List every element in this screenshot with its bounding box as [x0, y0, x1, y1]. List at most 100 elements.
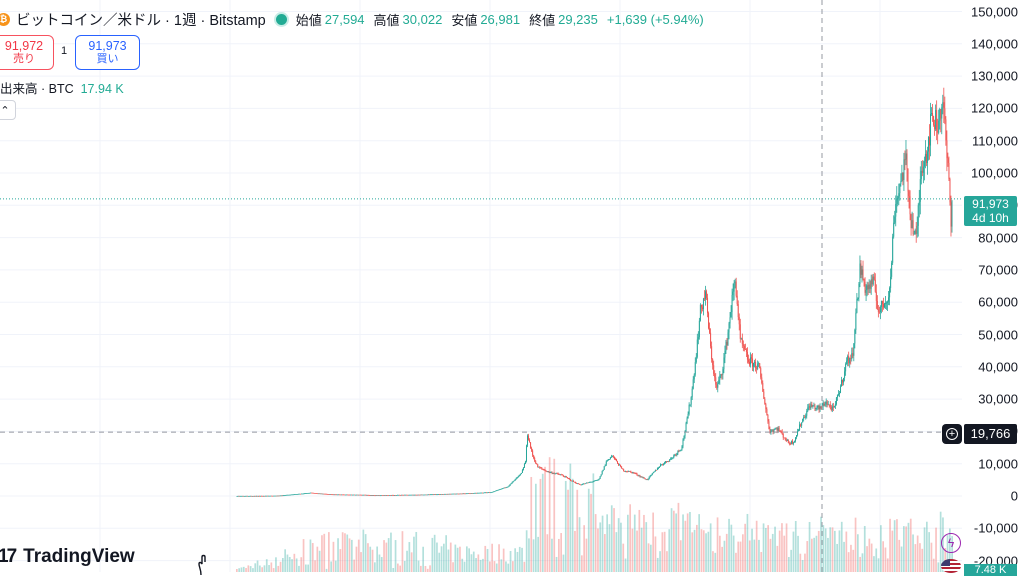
- candle-body: [879, 306, 881, 312]
- volume-bar: [601, 515, 604, 572]
- candle-body: [593, 481, 595, 482]
- candle-body: [703, 298, 705, 300]
- candle-body: [800, 424, 802, 426]
- volume-bar: [891, 530, 894, 572]
- tradingview-logo[interactable]: 17 TradingView: [0, 546, 135, 568]
- candle-body: [599, 476, 601, 479]
- candle-body: [767, 414, 769, 422]
- buy-button[interactable]: 91,973 買い: [75, 35, 140, 70]
- candle-body: [592, 481, 594, 483]
- candle-body: [726, 341, 728, 345]
- volume-legend[interactable]: 出来高 · BTC 17.94 K: [0, 78, 124, 97]
- candle-body: [928, 137, 930, 146]
- candle-body: [869, 284, 871, 289]
- candle-body: [711, 346, 713, 360]
- candle-body: [530, 442, 532, 448]
- volume-bar: [654, 536, 657, 572]
- candle-body: [543, 469, 545, 471]
- volume-bar: [610, 505, 613, 572]
- candle-body: [917, 205, 919, 226]
- candle-body: [721, 374, 723, 376]
- candle-body: [387, 495, 389, 496]
- volume-bar: [236, 569, 238, 572]
- add-alert-button[interactable]: +: [942, 424, 962, 444]
- volume-bar: [783, 535, 786, 572]
- candle-body: [896, 198, 898, 204]
- volume-bar: [882, 541, 884, 572]
- volume-bar: [847, 552, 850, 572]
- candle-body: [708, 313, 710, 329]
- candle-body: [831, 406, 833, 411]
- candle-body: [529, 439, 531, 443]
- candle-body: [463, 493, 465, 495]
- candle-body: [426, 494, 428, 496]
- volume-bar: [914, 544, 917, 572]
- volume-bar: [907, 522, 910, 572]
- candle-body: [799, 424, 801, 431]
- volume-bar: [629, 504, 631, 572]
- us-flag-icon[interactable]: [941, 559, 961, 573]
- candle-body: [871, 279, 873, 285]
- volume-bar: [578, 517, 581, 572]
- candle-body: [885, 302, 887, 304]
- candle-body: [294, 494, 296, 495]
- candle-body: [736, 295, 738, 305]
- chevron-up-icon[interactable]: ⌃: [0, 100, 16, 120]
- candle-body: [359, 494, 361, 496]
- candle-body: [863, 278, 865, 282]
- market-status-icon[interactable]: [275, 13, 287, 25]
- candle-body: [909, 196, 911, 215]
- candle-body: [270, 495, 272, 497]
- candle-body: [242, 495, 244, 497]
- candle-body: [882, 303, 884, 308]
- volume-bar: [415, 531, 418, 572]
- candle-body: [263, 495, 265, 497]
- last-price-value: 91,973: [972, 197, 1009, 211]
- candle-body: [541, 467, 543, 469]
- candle-body: [740, 338, 742, 340]
- volume-bar: [886, 558, 889, 572]
- volume-bar: [360, 552, 362, 572]
- volume-bar: [652, 512, 654, 572]
- sell-label: 売り: [13, 53, 35, 66]
- candle-body: [649, 475, 651, 477]
- volume-bar: [691, 532, 694, 572]
- candle-body: [343, 494, 345, 496]
- volume-bar: [302, 539, 305, 572]
- sell-button[interactable]: 91,972 売り: [0, 35, 54, 70]
- candle-body: [753, 362, 755, 367]
- candle-body: [749, 357, 751, 365]
- candle-body: [487, 492, 489, 494]
- volume-bar: [286, 554, 289, 572]
- volume-bar: [571, 478, 574, 572]
- volume-bar: [295, 558, 298, 572]
- volume-bar: [631, 528, 634, 572]
- candle-body: [638, 475, 640, 477]
- candle-body: [862, 269, 864, 279]
- candle-body: [488, 492, 490, 494]
- volume-bar: [328, 532, 330, 572]
- candle-body: [817, 405, 819, 407]
- candle-body: [614, 458, 616, 460]
- candle-body: [383, 495, 385, 496]
- candle-body: [277, 495, 279, 497]
- candle-body: [521, 469, 523, 473]
- candle-body: [484, 492, 486, 494]
- candle-body: [751, 357, 753, 359]
- candle-body: [317, 493, 319, 495]
- price-tick-label: 110,000: [971, 133, 1018, 149]
- candle-body: [331, 494, 333, 496]
- candle-body: [653, 471, 655, 473]
- candle-body: [378, 495, 380, 496]
- candle-body: [429, 494, 431, 496]
- lightning-icon[interactable]: ϟ: [941, 533, 961, 553]
- volume-bar: [804, 553, 806, 572]
- symbol-title[interactable]: ビットコイン／米ドル · 1週 · Bitstamp: [16, 12, 266, 29]
- candle-body: [341, 494, 343, 496]
- candle-body: [391, 494, 393, 496]
- candle-body: [312, 492, 314, 494]
- candle-body: [609, 457, 611, 460]
- candle-body: [562, 475, 564, 477]
- candle-body: [237, 495, 239, 497]
